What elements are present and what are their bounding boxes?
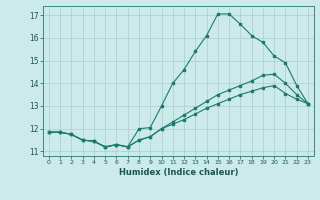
X-axis label: Humidex (Indice chaleur): Humidex (Indice chaleur)	[119, 168, 238, 177]
